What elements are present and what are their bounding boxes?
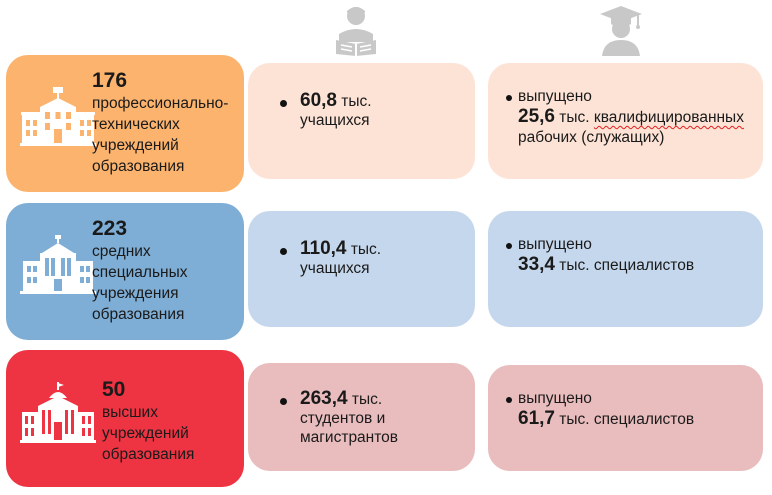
institution-count: 223 [92,217,128,240]
graduated-unit: тыс. [559,411,590,428]
university-building-icon [20,382,96,444]
enrolled-line: 110,4 тыс. [278,239,381,259]
graduated-label-cont: рабочих (служащих) [518,129,665,146]
graduated-label: специалистов [593,411,695,428]
graduated-unit: тыс. [559,109,590,126]
enrolled-card-secondary: 110,4 тыс. учащихся [248,211,475,327]
enrolled-unit: тыс. [351,391,383,408]
institution-type: профессионально-технических учреждений о… [92,95,229,175]
graduated-card-secondary: выпущено 33,4 тыс. специалистов [488,211,763,327]
graduated-value: 61,7 [518,408,555,429]
enrolled-label: студентов и магистрантов [300,410,399,446]
institution-card-vocational: 176 профессионально-технических учрежден… [6,55,244,192]
enrolled-unit: тыс. [350,241,382,258]
enrolled-value: 110,4 [300,238,347,259]
enrolled-label: учащихся [300,112,370,129]
school-building-icon [20,85,96,147]
student-reading-icon [333,4,379,56]
institution-type: высших учреждений образования [102,404,195,463]
graduated-value: 25,6 [518,106,555,127]
college-building-icon [20,233,96,295]
enrolled-line: 263,4 тыс. [278,389,430,409]
graduated-label: специалистов [593,257,695,274]
enrolled-unit: тыс. [341,93,372,110]
graduated-prefix: выпущено [506,235,694,255]
enrolled-card-higher: 263,4 тыс. студентов и магистрантов [248,363,475,471]
graduate-icon [598,4,644,56]
graduated-value: 33,4 [518,254,555,275]
graduated-prefix: выпущено [506,389,694,409]
institution-count: 50 [102,378,126,401]
graduated-label: квалифицированных [593,109,744,126]
institution-card-secondary: 223 средних специальных учреждения образ… [6,203,244,340]
enrolled-label: учащихся [300,260,370,277]
graduated-card-vocational: выпущено 25,6 тыс. квалифицированных раб… [488,63,763,179]
enrolled-value: 263,4 [300,388,348,409]
graduated-unit: тыс. [559,257,590,274]
institution-type: средних специальных учреждения образован… [92,243,188,323]
enrolled-line: 60,8 тыс. [278,91,372,111]
institution-card-higher: 50 высших учреждений образования [6,350,244,487]
graduated-prefix: выпущено [506,87,744,107]
enrolled-card-vocational: 60,8 тыс. учащихся [248,63,475,179]
enrolled-value: 60,8 [300,90,337,111]
graduated-card-higher: выпущено 61,7 тыс. специалистов [488,365,763,471]
institution-count: 176 [92,69,128,92]
